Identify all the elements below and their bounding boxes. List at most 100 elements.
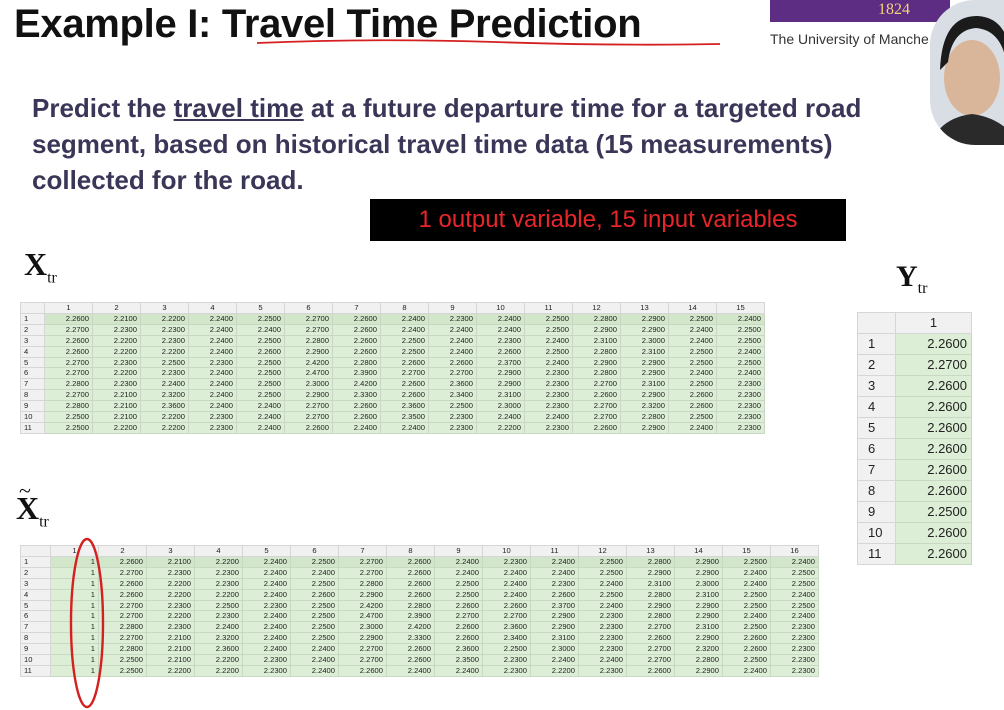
table-cell: 2.3600 <box>194 643 243 656</box>
table-cell: 2.2100 <box>92 400 141 413</box>
table-cell: 2.3000 <box>530 643 579 656</box>
table-cell: 2.2400 <box>770 555 819 568</box>
table-cell: 2.2400 <box>476 312 525 325</box>
table-cell: 2.2300 <box>770 643 819 656</box>
table-cell: 2.2600 <box>386 566 435 579</box>
table-cell: 2.2600 <box>380 389 429 402</box>
table-cell: 2.2300 <box>188 356 237 369</box>
table-cell: 2.2600 <box>332 345 381 358</box>
table-cell: 2.2300 <box>716 421 765 434</box>
table-cell: 2.2900 <box>284 345 333 358</box>
table-row: 5 2.2700 2.2300 2.2500 2.2300 2.2500 2.4200 2.2… <box>20 356 765 369</box>
table-cell: 2.3000 <box>284 378 333 391</box>
table-cell: 2.2500 <box>722 621 771 634</box>
row-header: 7 <box>20 378 45 391</box>
table-cell: 2.2700 <box>284 400 333 413</box>
table-cell: 2.3100 <box>530 632 579 645</box>
table-cell: 2.3600 <box>140 400 189 413</box>
table-cell: 2.2300 <box>482 664 531 677</box>
table-cell: 2.2500 <box>578 555 627 568</box>
table-cell: 2.2500 <box>722 555 771 568</box>
y-train-label: Ytr <box>896 260 928 297</box>
table-cell: 2.2500 <box>380 345 429 358</box>
table-cell: 2.2700 <box>338 566 387 579</box>
table-cell: 2.2900 <box>674 566 723 579</box>
table-cell: 2.2100 <box>146 654 195 666</box>
column-header: 15 <box>722 545 771 557</box>
table-cell: 2.2600 <box>428 356 477 369</box>
table-cell: 2.2200 <box>140 421 189 434</box>
table-cell: 2.2300 <box>188 421 237 434</box>
table-row: 11 2.2500 2.2200 2.2200 2.2300 2.2400 2.2600 2.… <box>20 421 765 434</box>
table-cell: 2.2800 <box>626 555 675 568</box>
table-cell: 2.2400 <box>482 566 531 579</box>
table-cell: 2.3300 <box>386 632 435 645</box>
row-header: 5 <box>857 417 896 439</box>
table-cell: 2.3000 <box>338 621 387 634</box>
row-header: 6 <box>20 367 45 380</box>
table-row: 6 2.2600 <box>857 438 972 460</box>
table-cell: 2.2400 <box>242 588 291 601</box>
column-header: 15 <box>716 302 765 314</box>
table-cell: 2.2500 <box>668 356 717 369</box>
table-row: 5 2.2600 <box>857 417 972 439</box>
table-cell: 2.2300 <box>716 389 765 402</box>
table-cell: 2.2600 <box>290 588 339 601</box>
table-cell: 2.2100 <box>146 555 195 568</box>
table-cell: 2.2600 <box>338 664 387 677</box>
row-header: 11 <box>20 421 45 434</box>
column-header: 1 <box>44 302 93 314</box>
table-cell: 2.2400 <box>242 610 291 623</box>
table-cell: 2.2600 <box>332 400 381 413</box>
logo-year: 1824 <box>878 1 910 18</box>
table-cell: 2.2900 <box>620 323 669 336</box>
column-header: 2 <box>92 302 141 314</box>
table-row: 10 1 2.2500 2.2100 2.2200 2.2300 2.2400 2.2700 2… <box>20 654 819 666</box>
table-cell: 2.3000 <box>476 400 525 413</box>
table-row: 3 2.2600 <box>857 375 972 397</box>
table-cell: 2.2200 <box>194 588 243 601</box>
table-cell: 2.2400 <box>428 334 477 347</box>
table-cell: 2.2300 <box>428 411 477 423</box>
table-cell: 2.2300 <box>530 577 579 590</box>
column-header: 13 <box>620 302 669 314</box>
table-cell: 2.2400 <box>722 610 771 623</box>
table-cell: 2.2600 <box>895 543 972 565</box>
table-row: 10 2.2500 2.2100 2.2200 2.2300 2.2400 2.2700 2.… <box>20 411 765 423</box>
table-cell: 2.2200 <box>146 588 195 601</box>
table-cell: 2.2400 <box>524 334 573 347</box>
table-cell: 2.3100 <box>620 378 669 391</box>
column-header: 4 <box>188 302 237 314</box>
table-cell: 2.2400 <box>428 345 477 358</box>
desc-underlined: travel time <box>173 93 304 123</box>
table-cell: 2.2400 <box>242 566 291 579</box>
table-cell: 2.2400 <box>242 621 291 634</box>
table-cell: 2.2500 <box>290 621 339 634</box>
table-cell: 2.2400 <box>194 621 243 634</box>
table-row: 3 1 2.2600 2.2200 2.2300 2.2400 2.2500 2.2800 2.… <box>20 577 819 590</box>
table-cell: 2.2500 <box>236 378 285 391</box>
table-cell: 2.2400 <box>668 334 717 347</box>
table-cell: 2.2500 <box>770 577 819 590</box>
table-cell: 2.2500 <box>716 323 765 336</box>
row-header: 1 <box>857 333 896 355</box>
column-header: 3 <box>146 545 195 557</box>
row-header: 8 <box>20 632 51 645</box>
table-cell: 2.3100 <box>674 588 723 601</box>
table-cell: 2.2600 <box>722 643 771 656</box>
table-cell: 2.2300 <box>242 664 291 677</box>
university-logo <box>770 0 950 22</box>
row-header: 3 <box>857 375 896 397</box>
table-cell: 2.3100 <box>572 334 621 347</box>
table-cell: 2.2900 <box>674 664 723 677</box>
row-header: 2 <box>857 354 896 376</box>
table-row: 6 2.2700 2.2200 2.2300 2.2400 2.2500 2.4700 2.3… <box>20 367 765 380</box>
table-row: 9 2.2500 <box>857 501 972 523</box>
table-cell: 2.2500 <box>44 421 93 434</box>
table-cell: 2.2400 <box>188 400 237 413</box>
column-header: 7 <box>338 545 387 557</box>
table-cell: 2.2500 <box>380 334 429 347</box>
table-cell: 2.2500 <box>290 599 339 612</box>
table-cell: 2.3200 <box>194 632 243 645</box>
table-cell: 2.2400 <box>578 599 627 612</box>
